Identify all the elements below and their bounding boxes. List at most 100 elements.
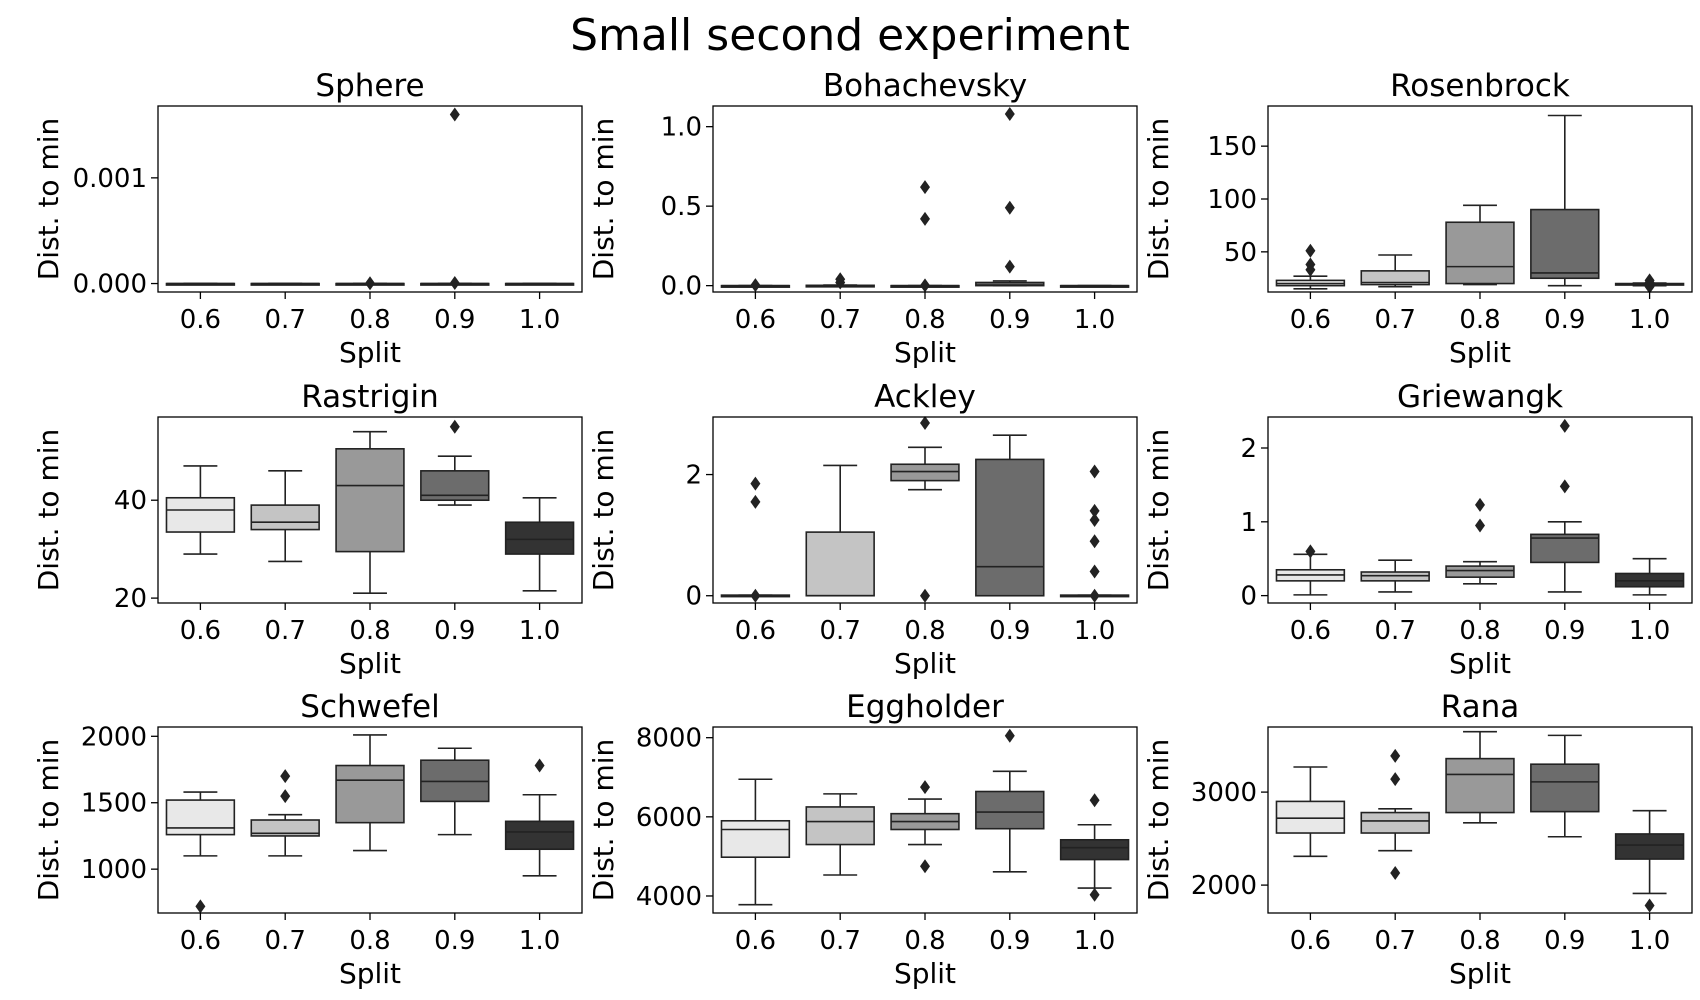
outlier-marker (280, 769, 291, 784)
box-0.9 (420, 419, 490, 506)
box-body (1445, 221, 1515, 285)
panel-title: Griewangk (1397, 379, 1563, 415)
x-tick-label: 0.8 (904, 926, 945, 956)
outlier-marker (1089, 503, 1100, 518)
x-tick-label: 0.8 (349, 926, 390, 956)
x-tick-label: 0.6 (1290, 305, 1331, 335)
y-tick-label: 2000 (81, 722, 147, 752)
box-body (1530, 533, 1600, 564)
y-axis-label: Dist. to min (587, 429, 620, 592)
box-body (335, 764, 405, 824)
box-body (1445, 757, 1515, 814)
y-axis-label: Dist. to min (32, 429, 65, 592)
box-1.0 (504, 496, 575, 592)
outlier-marker (920, 211, 930, 226)
y-tick-label: 3000 (1191, 778, 1257, 808)
x-tick-label: 0.7 (265, 616, 306, 646)
box-1.0 (1059, 464, 1130, 603)
box-0.8 (335, 276, 405, 291)
outlier-marker (1004, 200, 1015, 215)
box-0.6 (720, 778, 791, 906)
box-body (1275, 800, 1346, 834)
outlier-marker (920, 278, 930, 293)
outlier-marker (1004, 728, 1015, 743)
box-body (165, 496, 236, 533)
x-tick-label: 0.7 (1375, 616, 1416, 646)
panel-title: Rana (1441, 689, 1520, 725)
y-tick-label: 1500 (81, 789, 147, 819)
outlier-marker (1390, 772, 1401, 787)
y-tick-label: 0.5 (661, 192, 702, 222)
y-tick-label: 0.0 (661, 272, 702, 302)
x-tick-label: 0.6 (735, 616, 776, 646)
outlier-marker (835, 272, 846, 287)
x-tick-label: 1.0 (519, 305, 560, 335)
box-0.6 (720, 476, 791, 603)
x-tick-label: 1.0 (1074, 926, 1115, 956)
box-body (1530, 208, 1600, 280)
figure-title: Small second experiment (570, 10, 1130, 61)
x-tick-label: 1.0 (1629, 305, 1670, 335)
x-tick-label: 0.6 (1290, 616, 1331, 646)
box-1.0 (1614, 557, 1685, 596)
box-body (1445, 565, 1515, 578)
outlier-marker (280, 789, 291, 804)
box-0.7 (250, 470, 320, 563)
box-body (504, 521, 575, 555)
chart-panel-ackley: Ackley 0 2 0.6 0.7 0.8 0.9 1.0 Split Dist. to min (587, 379, 1138, 680)
box-1.0 (504, 282, 575, 286)
outlier-marker (1559, 418, 1570, 433)
box-0.9 (1530, 418, 1600, 593)
outlier-marker (1089, 887, 1100, 902)
x-tick-label: 0.6 (735, 926, 776, 956)
x-tick-label: 0.8 (1459, 616, 1500, 646)
outlier-marker (920, 859, 930, 874)
panel-title: Eggholder (846, 689, 1004, 725)
x-tick-label: 0.6 (180, 616, 221, 646)
box-0.9 (1530, 114, 1600, 287)
x-tick-label: 0.7 (820, 926, 861, 956)
x-axis-label: Split (1449, 647, 1511, 680)
chart-panel-rastrigin: Rastrigin 20 40 0.6 0.7 0.8 0.9 1.0 Split Dist. t… (32, 379, 583, 680)
y-axis-label: Dist. to min (32, 739, 65, 902)
box-0.6 (165, 282, 236, 286)
box-body (720, 819, 791, 859)
box-0.9 (1530, 734, 1600, 838)
x-tick-label: 0.9 (989, 305, 1030, 335)
outlier-marker (750, 494, 761, 509)
y-tick-label: 6000 (636, 803, 702, 833)
box-1.0 (1059, 284, 1130, 288)
outlier-marker (750, 476, 761, 491)
plot-frame (712, 105, 1138, 293)
x-tick-label: 0.6 (1290, 926, 1331, 956)
panel-title: Bohachevsky (823, 68, 1027, 104)
y-tick-label: 8000 (636, 724, 702, 754)
outlier-marker (1644, 273, 1655, 288)
x-tick-label: 0.9 (1544, 305, 1585, 335)
outlier-marker (1475, 497, 1485, 512)
x-tick-label: 0.7 (265, 926, 306, 956)
box-0.9 (420, 107, 490, 291)
x-axis-label: Split (339, 957, 401, 990)
x-tick-label: 0.6 (180, 305, 221, 335)
y-axis-label: Dist. to min (1142, 739, 1175, 902)
x-tick-label: 1.0 (1629, 616, 1670, 646)
y-tick-label: 1.0 (661, 113, 702, 143)
box-body (975, 458, 1045, 597)
x-tick-label: 1.0 (1629, 926, 1670, 956)
x-axis-label: Split (339, 336, 401, 369)
box-1.0 (504, 758, 575, 877)
box-0.6 (1275, 766, 1346, 858)
y-tick-label: 4000 (636, 882, 702, 912)
outlier-marker (1305, 243, 1316, 258)
panel-title: Sphere (315, 68, 424, 104)
y-tick-label: 150 (1207, 132, 1257, 162)
x-tick-label: 0.8 (349, 616, 390, 646)
x-tick-label: 1.0 (1074, 616, 1115, 646)
box-0.6 (720, 278, 791, 293)
y-axis-label: Dist. to min (32, 118, 65, 281)
x-tick-label: 1.0 (519, 926, 560, 956)
y-axis-label: Dist. to min (587, 739, 620, 902)
box-0.9 (975, 434, 1045, 597)
box-1.0 (1614, 273, 1685, 294)
